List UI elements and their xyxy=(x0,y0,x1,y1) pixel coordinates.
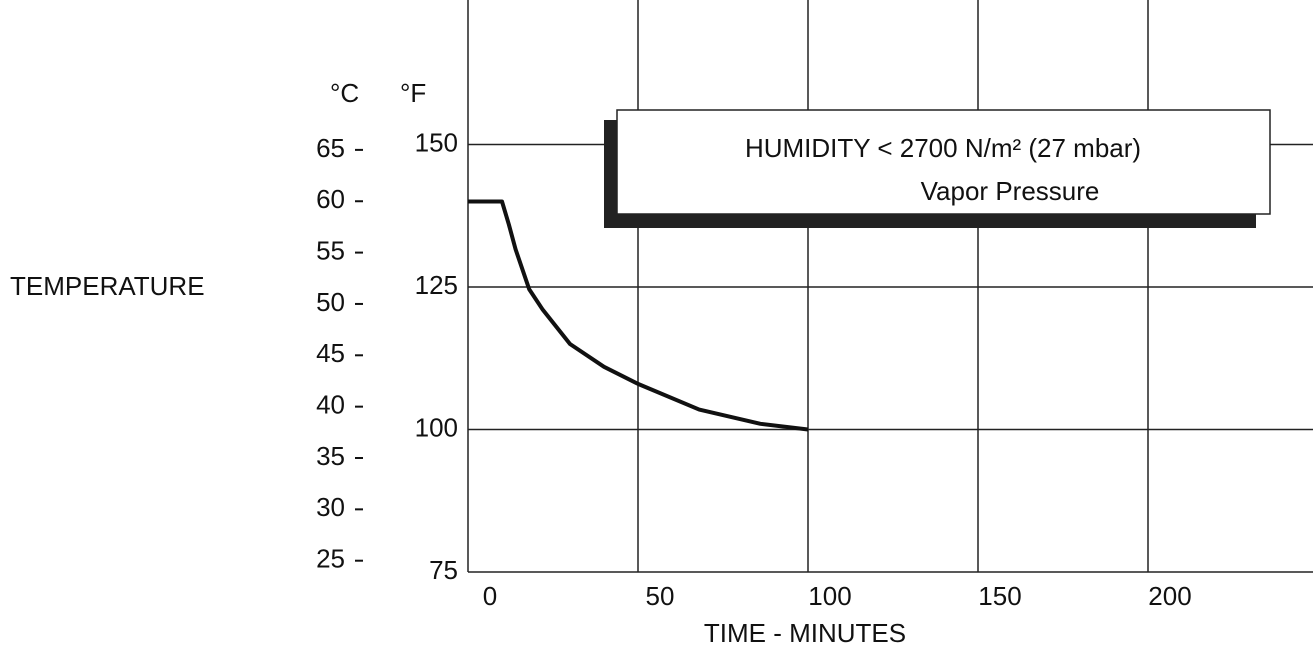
x-tick-label: 100 xyxy=(808,581,851,611)
y2-tick-label: 35 xyxy=(316,441,345,471)
y2-tick-label: 65 xyxy=(316,133,345,163)
y-tick-label: 100 xyxy=(415,412,458,442)
x-tick-label: 50 xyxy=(646,581,675,611)
y2-tick-label: 45 xyxy=(316,338,345,368)
x-tick-label: 0 xyxy=(483,581,497,611)
y-axis-label: TEMPERATURE xyxy=(10,271,205,301)
x-tick-label: 150 xyxy=(978,581,1021,611)
annotation-box xyxy=(616,109,1271,215)
y2-tick-label: 40 xyxy=(316,390,345,420)
y2-tick-label: 30 xyxy=(316,492,345,522)
annotation-text: HUMIDITY < 2700 N/m² (27 mbar) xyxy=(745,133,1141,163)
y-tick-label: 150 xyxy=(415,127,458,157)
y-tick-label: 75 xyxy=(429,555,458,585)
annotation-subtext: Vapor Pressure xyxy=(921,176,1100,206)
y2-tick-label: 25 xyxy=(316,544,345,574)
y2-tick-label: 50 xyxy=(316,287,345,317)
data-line xyxy=(468,199,809,432)
x-axis-label: TIME - MINUTES xyxy=(704,618,906,648)
y2-tick-label: 55 xyxy=(316,235,345,265)
y2-unit: °C xyxy=(330,78,359,108)
y-unit: °F xyxy=(400,78,426,108)
y2-tick-label: 60 xyxy=(316,184,345,214)
y-tick-label: 125 xyxy=(415,270,458,300)
x-tick-label: 200 xyxy=(1148,581,1191,611)
